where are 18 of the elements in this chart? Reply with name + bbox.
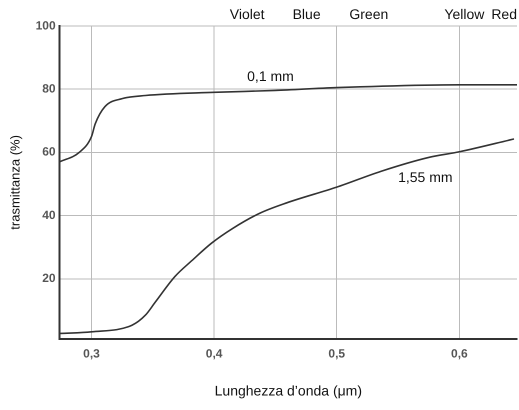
text: Violet — [230, 6, 265, 22]
text: Blue — [292, 6, 321, 22]
y-tick-label: 80 — [42, 82, 56, 96]
y-tick-label: 40 — [42, 208, 56, 222]
x-tick-label: 0,4 — [206, 346, 223, 360]
y-tick-label: 100 — [36, 18, 56, 32]
x-tick-label: 0,5 — [328, 346, 346, 360]
series-label: 1,55 mm — [398, 169, 453, 186]
text: Yellow — [444, 6, 486, 22]
series-label: 0,1 mm — [247, 68, 294, 84]
x-tick-label: 0,6 — [451, 346, 468, 360]
y-axis-title: trasmittanza (%) — [7, 135, 22, 230]
x-axis-title: Lunghezza d’onda (μm) — [214, 382, 362, 398]
x-tick-label: 0,3 — [83, 346, 100, 360]
y-tick-label: 60 — [42, 144, 56, 159]
text: Green — [349, 6, 388, 22]
y-tick-label: 20 — [42, 271, 56, 286]
text: Red — [491, 6, 517, 22]
